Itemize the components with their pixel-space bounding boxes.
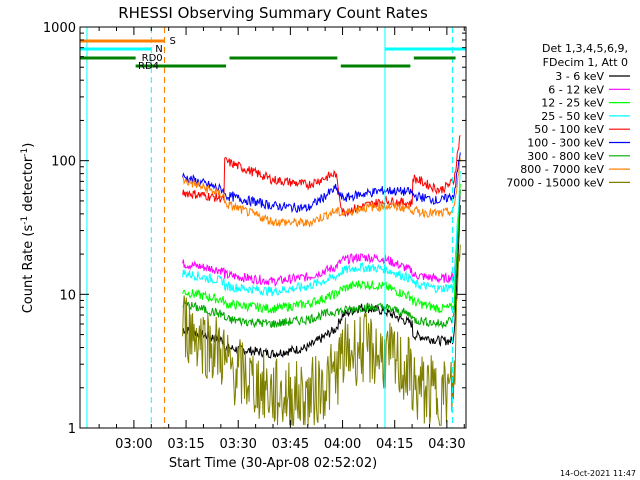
y-axis-label-prefix: Count Rate (s	[21, 225, 36, 314]
chart-title: RHESSI Observing Summary Count Rates	[118, 4, 428, 22]
legend-header-line-2: FDecim 1, Att 0	[543, 56, 628, 69]
series-line-1	[182, 196, 461, 288]
y-axis-label-mid: detector	[21, 156, 36, 216]
x-tick-label-6: 04:30	[428, 437, 465, 452]
series-line-3	[182, 170, 461, 297]
y-tick-label-0: 1	[68, 422, 76, 437]
timestamp: 14-Oct-2021 11:47	[560, 469, 636, 478]
x-tick-label-3: 03:45	[272, 437, 309, 452]
series-line-4	[182, 135, 461, 218]
series-line-0	[182, 205, 461, 359]
y-axis-label: Count Rate (s-1 detector-1)	[20, 143, 36, 314]
legend-label-7: 800 - 7000 keV	[520, 163, 604, 176]
legend-label-3: 25 - 50 keV	[541, 110, 604, 123]
legend-header-line-1: Det 1,3,4,5,6,9,	[542, 42, 628, 55]
series-group	[182, 135, 461, 426]
series-line-5	[182, 152, 461, 214]
series-line-7	[182, 157, 461, 228]
axes-group: 03:00 03:15 03:30 03:45 04:00 04:15 04:30 1 10 10…	[43, 21, 466, 452]
legend-label-4: 50 - 100 keV	[534, 123, 604, 136]
x-tick-label-1: 03:15	[167, 437, 204, 452]
legend-label-0: 3 - 6 keV	[555, 70, 604, 83]
legend-label-8: 7000 - 15000 keV	[506, 176, 604, 189]
series-line-8	[182, 244, 461, 426]
y-axis-label-sup2: -1	[20, 148, 30, 157]
series-line-6	[182, 189, 461, 330]
flag-label-s: S	[170, 36, 176, 47]
y-tick-label-3: 1000	[43, 21, 76, 36]
y-axis-label-suffix: )	[21, 143, 36, 148]
x-tick-label-4: 04:00	[324, 437, 361, 452]
flag-label-rd0: RD0	[142, 53, 163, 64]
x-tick-label-2: 03:30	[219, 437, 256, 452]
flag-label-n: N	[155, 44, 162, 55]
legend-label-6: 300 - 800 keV	[527, 150, 604, 163]
x-tick-label-5: 04:15	[376, 437, 413, 452]
legend-label-2: 12 - 25 keV	[541, 97, 604, 110]
legend-label-5: 100 - 300 keV	[527, 137, 604, 150]
x-axis-label: Start Time (30-Apr-08 02:52:02)	[169, 456, 377, 471]
legend-label-1: 6 - 12 keV	[548, 83, 604, 96]
series-line-2	[182, 183, 461, 314]
y-tick-label-1: 10	[59, 288, 76, 303]
flag-label-rd4: RD4	[138, 61, 159, 72]
y-tick-label-2: 100	[51, 155, 76, 170]
y-axis-label-sup: -1	[20, 216, 30, 225]
x-tick-label-0: 03:00	[115, 437, 152, 452]
